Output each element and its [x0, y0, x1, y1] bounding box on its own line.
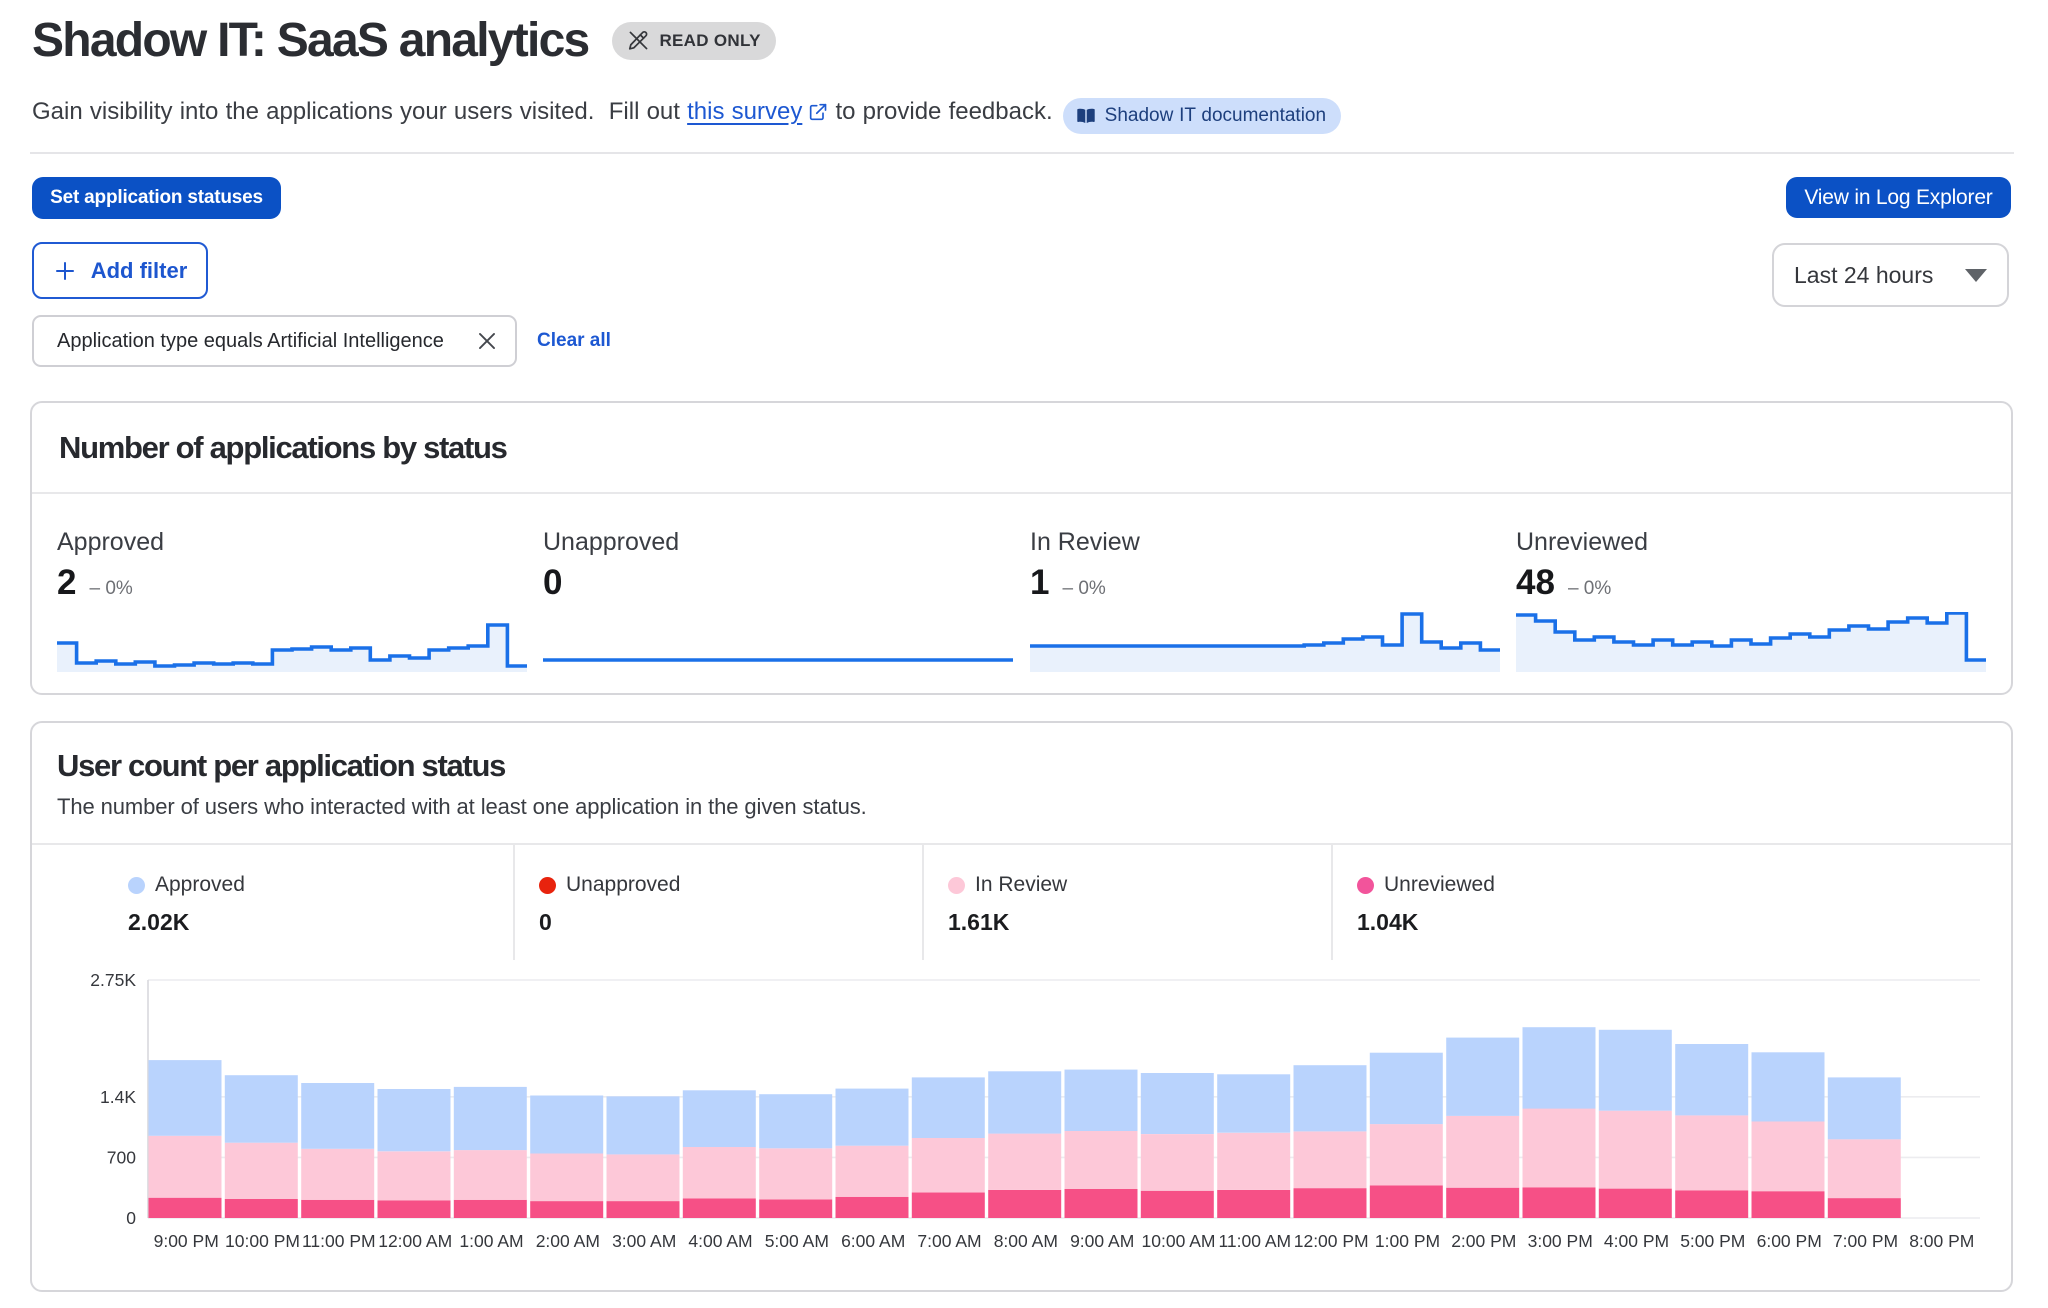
svg-text:8:00 PM: 8:00 PM [1909, 1231, 1974, 1251]
svg-text:700: 700 [107, 1147, 136, 1167]
svg-text:11:00 AM: 11:00 AM [1218, 1231, 1291, 1251]
svg-text:10:00 PM: 10:00 PM [225, 1231, 300, 1251]
svg-text:5:00 PM: 5:00 PM [1680, 1231, 1745, 1251]
svg-text:4:00 AM: 4:00 AM [688, 1231, 752, 1251]
svg-text:2.75K: 2.75K [90, 970, 136, 990]
svg-text:3:00 PM: 3:00 PM [1528, 1231, 1593, 1251]
svg-text:1:00 AM: 1:00 AM [459, 1231, 523, 1251]
svg-text:5:00 AM: 5:00 AM [765, 1231, 829, 1251]
svg-text:7:00 AM: 7:00 AM [917, 1231, 981, 1251]
svg-text:12:00 PM: 12:00 PM [1294, 1231, 1369, 1251]
svg-text:9:00 PM: 9:00 PM [154, 1231, 219, 1251]
svg-text:4:00 PM: 4:00 PM [1604, 1231, 1669, 1251]
svg-text:1.4K: 1.4K [100, 1087, 136, 1107]
svg-text:0: 0 [126, 1208, 136, 1228]
svg-text:6:00 AM: 6:00 AM [841, 1231, 905, 1251]
svg-text:10:00 AM: 10:00 AM [1142, 1231, 1216, 1251]
svg-text:2:00 AM: 2:00 AM [536, 1231, 600, 1251]
svg-text:6:00 PM: 6:00 PM [1757, 1231, 1822, 1251]
svg-text:7:00 PM: 7:00 PM [1833, 1231, 1898, 1251]
svg-text:12:00 AM: 12:00 AM [378, 1231, 452, 1251]
svg-text:1:00 PM: 1:00 PM [1375, 1231, 1440, 1251]
svg-text:3:00 AM: 3:00 AM [612, 1231, 676, 1251]
svg-text:9:00 AM: 9:00 AM [1070, 1231, 1134, 1251]
svg-text:2:00 PM: 2:00 PM [1451, 1231, 1516, 1251]
svg-text:11:00 PM: 11:00 PM [302, 1231, 376, 1251]
svg-text:8:00 AM: 8:00 AM [994, 1231, 1058, 1251]
